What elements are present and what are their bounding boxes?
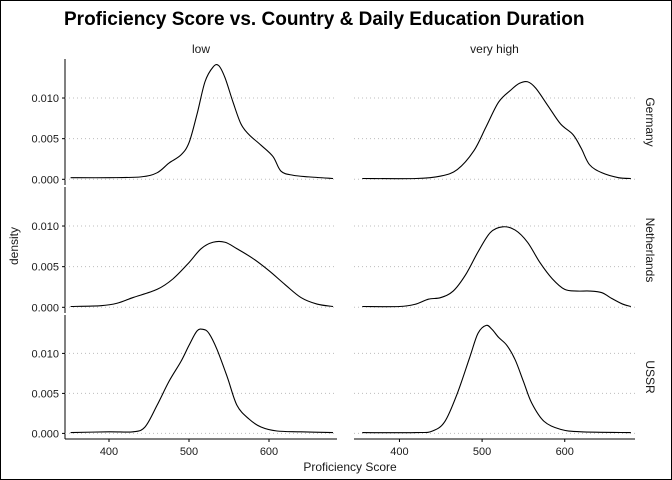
facet-row-label: Germany (643, 97, 657, 146)
y-tick-label: 0.010 (31, 221, 59, 233)
x-tick-label: 600 (556, 446, 574, 458)
density-curve-ussr-low (70, 328, 334, 434)
facet-col-label: very high (470, 42, 519, 56)
x-tick-label: 600 (260, 446, 278, 458)
facet-col-label: low (192, 42, 210, 56)
x-tick-label: 400 (100, 446, 118, 458)
density-curve-netherlands-low (70, 240, 334, 308)
x-axis-title: Proficiency Score (303, 460, 397, 474)
panel-grid: low very high Germany Netherlands USSR 0.000 0… (31, 42, 657, 458)
y-axis-title: density (7, 227, 21, 265)
x-tick-label: 500 (180, 446, 198, 458)
x-tick-label: 500 (473, 446, 491, 458)
y-tick-label: 0.005 (31, 134, 59, 146)
y-tick-label: 0.010 (31, 93, 59, 105)
density-curve-netherlands-very-high (362, 226, 632, 308)
density-curve-germany-very-high (362, 80, 631, 180)
y-tick-label: 0.000 (31, 174, 59, 186)
density-curve-ussr-very-high (362, 324, 631, 434)
y-tick-label: 0.000 (31, 302, 59, 314)
density-curve-germany-low (70, 63, 334, 180)
y-tick-label: 0.010 (31, 348, 59, 360)
facet-row-label: Netherlands (643, 218, 657, 283)
y-tick-label: 0.005 (31, 388, 59, 400)
x-tick-label: 400 (390, 446, 408, 458)
y-tick-label: 0.000 (31, 428, 59, 440)
facet-row-label: USSR (643, 360, 657, 394)
y-tick-label: 0.005 (31, 262, 59, 274)
chart-title: Proficiency Score vs. Country & Daily Ed… (64, 9, 585, 30)
